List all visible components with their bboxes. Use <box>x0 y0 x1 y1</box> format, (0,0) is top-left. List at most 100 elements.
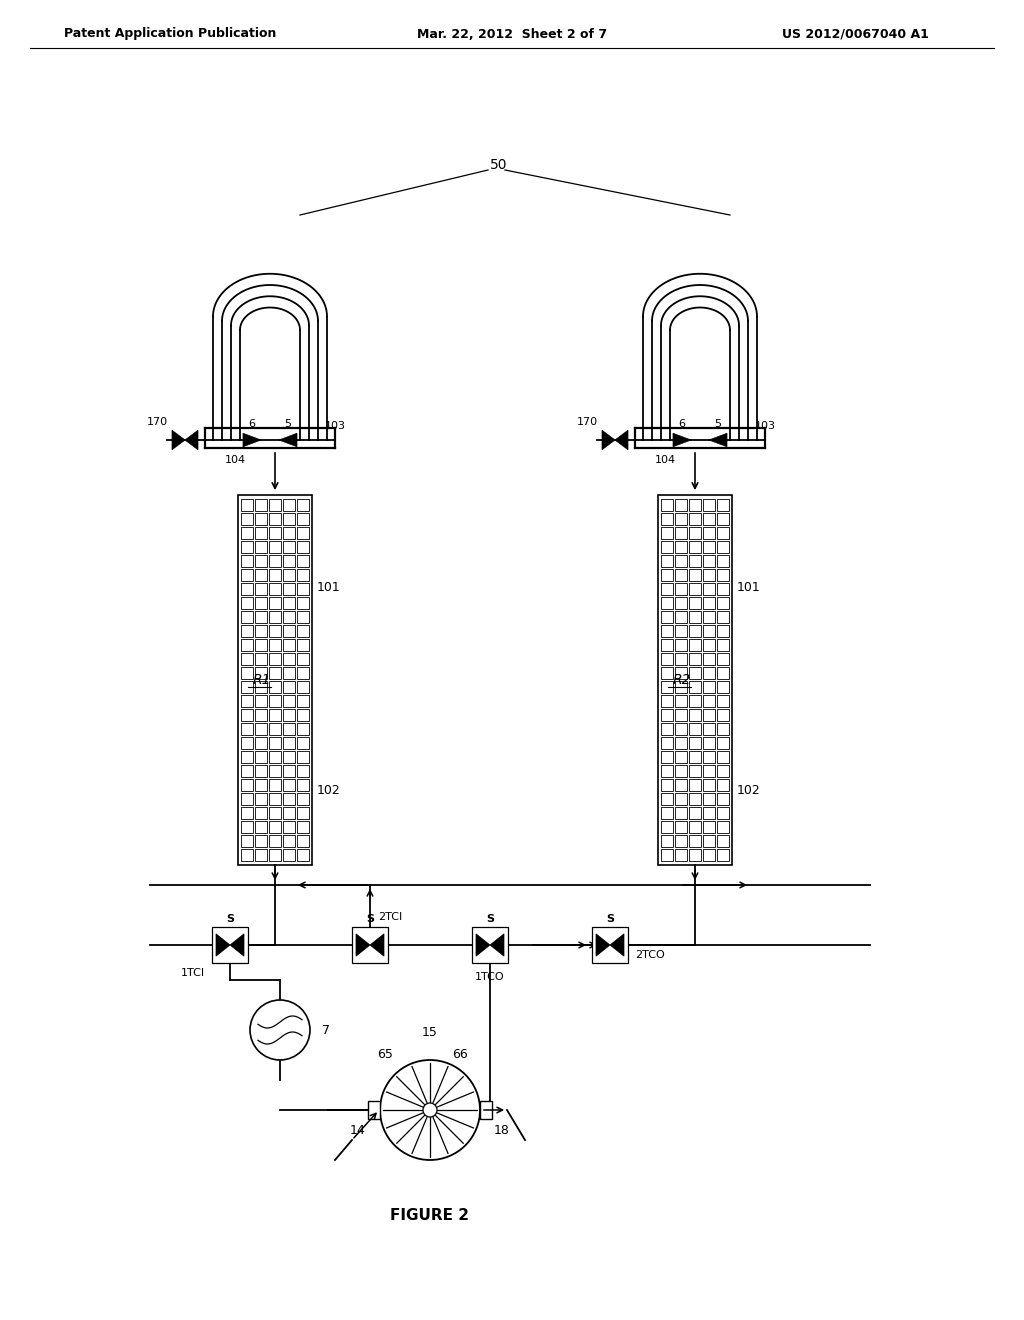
Bar <box>255 737 267 748</box>
Bar <box>283 611 295 623</box>
Bar <box>675 766 687 777</box>
Text: 18: 18 <box>494 1123 510 1137</box>
Bar <box>283 513 295 525</box>
Bar <box>283 779 295 791</box>
Polygon shape <box>596 933 610 956</box>
Bar <box>675 793 687 805</box>
Bar <box>662 624 673 638</box>
Text: 5: 5 <box>715 418 722 429</box>
Bar <box>283 751 295 763</box>
Polygon shape <box>610 933 624 956</box>
Bar <box>717 639 729 651</box>
Bar <box>241 639 253 651</box>
Bar <box>717 527 729 539</box>
Polygon shape <box>172 430 185 450</box>
Bar <box>241 793 253 805</box>
Bar <box>717 766 729 777</box>
Bar <box>675 583 687 595</box>
Bar <box>703 751 715 763</box>
Bar <box>297 709 309 721</box>
Bar <box>717 836 729 847</box>
Bar <box>269 681 281 693</box>
Bar <box>703 667 715 678</box>
Bar <box>689 639 701 651</box>
Bar <box>241 723 253 735</box>
Bar <box>689 513 701 525</box>
Bar <box>703 639 715 651</box>
Bar <box>255 597 267 609</box>
Bar <box>212 927 248 964</box>
Text: 102: 102 <box>317 784 341 797</box>
Bar <box>662 597 673 609</box>
Polygon shape <box>490 933 504 956</box>
Bar <box>241 751 253 763</box>
Bar <box>662 569 673 581</box>
Text: 170: 170 <box>577 417 598 426</box>
Bar <box>675 639 687 651</box>
Bar <box>689 737 701 748</box>
Bar <box>689 723 701 735</box>
Bar <box>255 554 267 568</box>
Bar <box>269 723 281 735</box>
Bar <box>662 499 673 511</box>
Bar <box>662 667 673 678</box>
Polygon shape <box>230 933 244 956</box>
Bar <box>297 766 309 777</box>
Bar <box>269 667 281 678</box>
Polygon shape <box>709 433 727 446</box>
Bar <box>689 667 701 678</box>
Bar <box>689 583 701 595</box>
Bar <box>675 667 687 678</box>
Bar <box>662 709 673 721</box>
Bar <box>662 836 673 847</box>
Polygon shape <box>615 430 628 450</box>
Bar <box>717 793 729 805</box>
Bar <box>689 653 701 665</box>
Bar <box>255 807 267 818</box>
Bar <box>703 849 715 861</box>
Bar <box>703 737 715 748</box>
Bar <box>269 569 281 581</box>
Bar <box>297 513 309 525</box>
Bar <box>717 681 729 693</box>
Bar <box>675 821 687 833</box>
Bar <box>717 569 729 581</box>
Bar <box>283 527 295 539</box>
Bar <box>675 737 687 748</box>
Text: 6: 6 <box>679 418 685 429</box>
Bar <box>689 499 701 511</box>
Bar <box>255 513 267 525</box>
Bar <box>675 709 687 721</box>
Bar <box>269 779 281 791</box>
Bar <box>241 836 253 847</box>
Bar <box>241 766 253 777</box>
Bar <box>675 513 687 525</box>
Circle shape <box>250 1001 310 1060</box>
Bar <box>255 836 267 847</box>
Text: S: S <box>366 913 374 924</box>
Bar <box>662 681 673 693</box>
Bar <box>703 583 715 595</box>
Bar <box>717 723 729 735</box>
Bar <box>689 624 701 638</box>
Text: 101: 101 <box>737 581 761 594</box>
Bar <box>703 723 715 735</box>
Bar <box>703 527 715 539</box>
Bar <box>689 779 701 791</box>
Bar <box>269 821 281 833</box>
Text: R2: R2 <box>673 673 691 686</box>
Bar <box>675 499 687 511</box>
Bar <box>269 766 281 777</box>
Bar <box>662 653 673 665</box>
Bar <box>675 751 687 763</box>
Bar <box>269 554 281 568</box>
Bar <box>269 611 281 623</box>
Bar <box>255 667 267 678</box>
Bar <box>675 554 687 568</box>
Bar <box>675 624 687 638</box>
Bar <box>717 541 729 553</box>
Bar <box>283 793 295 805</box>
Bar <box>662 849 673 861</box>
Text: 102: 102 <box>737 784 761 797</box>
Bar <box>241 541 253 553</box>
